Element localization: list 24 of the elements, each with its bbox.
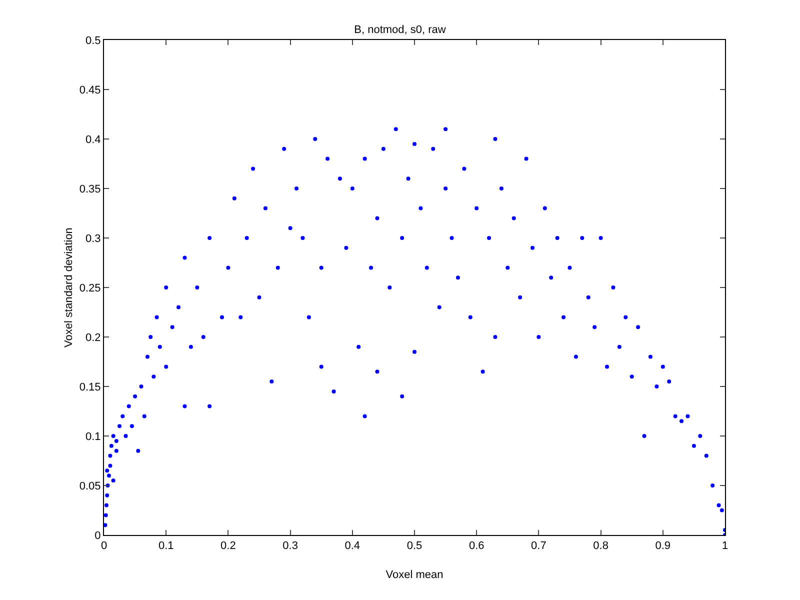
x-tick-label: 0.9 xyxy=(655,540,671,552)
x-tick-label: 0.3 xyxy=(282,540,298,552)
x-tick-label: 0.5 xyxy=(406,540,422,552)
y-tick-label: 0.4 xyxy=(86,134,101,146)
x-axis-title: Voxel mean xyxy=(386,569,444,581)
y-tick-label: 0.2 xyxy=(86,332,101,344)
y-tick-label: 0.35 xyxy=(79,183,101,196)
y-tick-label: 0 xyxy=(94,530,101,542)
y-tick-label: 0.45 xyxy=(79,84,101,96)
x-tick-label: 0.8 xyxy=(593,540,608,552)
x-tick-label: 0.6 xyxy=(468,540,484,552)
x-tick-label: 0.1 xyxy=(158,540,174,552)
y-tick-label: 0.3 xyxy=(86,232,101,245)
x-tick-label: 0.7 xyxy=(531,540,546,552)
x-tick-label: 0.4 xyxy=(344,540,360,552)
y-tick-label: 0.15 xyxy=(79,381,101,394)
x-tick-label: 0.2 xyxy=(220,540,236,552)
y-tick-label: 0.5 xyxy=(86,34,101,47)
y-tick-label: 0.25 xyxy=(79,282,101,294)
y-axis-title: Voxel standard deviation xyxy=(63,228,75,348)
y-tick-label: 0.05 xyxy=(79,480,101,492)
y-tick-label: 0.1 xyxy=(86,430,101,443)
chart-title: B, notmod, s0, raw xyxy=(354,24,446,36)
x-tick-label: 1 xyxy=(722,540,728,552)
